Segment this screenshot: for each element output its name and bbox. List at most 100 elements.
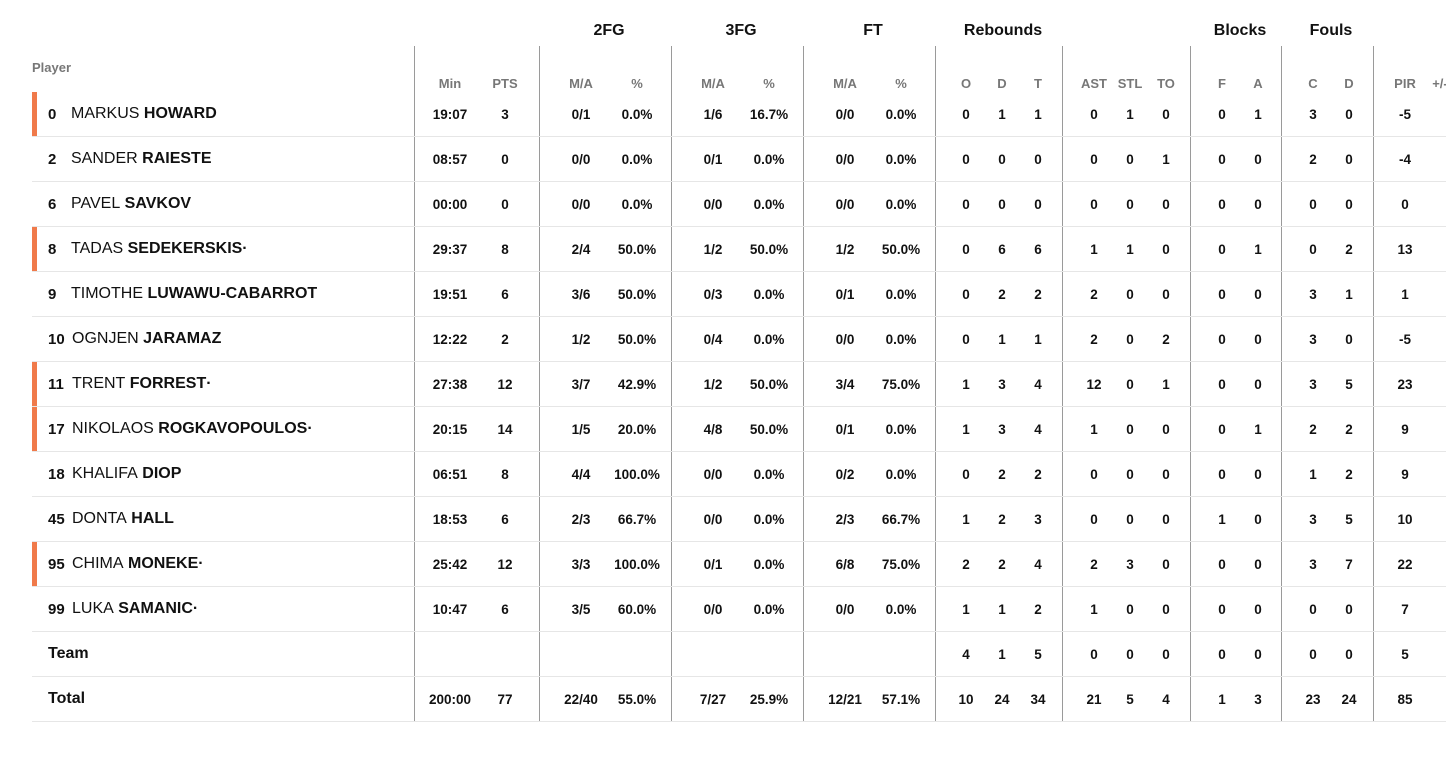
player-name[interactable]: TIMOTHE LUWAWU-CABARROT xyxy=(71,285,317,303)
stat-cell: 100.0% xyxy=(614,466,660,482)
column-header-10[interactable]: T xyxy=(1034,76,1042,91)
player-first-name: TRENT xyxy=(72,375,126,392)
column-divider xyxy=(935,46,936,722)
player-last-name: FORREST· xyxy=(129,375,212,392)
starter-marker xyxy=(32,227,37,271)
stat-cell: 1 xyxy=(1034,331,1042,347)
total-stat-cell: 85 xyxy=(1397,691,1413,707)
stat-cell: 23 xyxy=(1397,376,1413,392)
column-header-14[interactable]: F xyxy=(1218,76,1226,91)
player-name[interactable]: DONTA HALL xyxy=(72,510,174,528)
stat-cell: 0 xyxy=(1218,106,1226,122)
stat-cell: 0.0% xyxy=(885,286,917,302)
stat-cell: 0.0% xyxy=(885,106,917,122)
stat-cell: 0 xyxy=(962,196,970,212)
column-header-16[interactable]: C xyxy=(1308,76,1318,91)
column-header-2[interactable]: M/A xyxy=(569,76,593,91)
column-header-6[interactable]: M/A xyxy=(833,76,857,91)
stat-cell: 08:57 xyxy=(432,151,468,167)
group-header-reb: Rebounds xyxy=(963,22,1043,39)
player-number: 6 xyxy=(48,195,57,213)
total-stat-cell: 23 xyxy=(1305,691,1321,707)
stat-cell: 0 xyxy=(1090,106,1098,122)
player-name[interactable]: TADAS SEDEKERSKIS· xyxy=(71,240,248,258)
stat-cell: 4 xyxy=(1034,376,1042,392)
player-name[interactable]: CHIMA MONEKE· xyxy=(72,555,204,573)
player-last-name: SAVKOV xyxy=(124,195,192,212)
column-header-15[interactable]: A xyxy=(1253,76,1263,91)
column-header-7[interactable]: % xyxy=(895,76,907,91)
column-header-11[interactable]: AST xyxy=(1081,76,1107,91)
stat-cell: 0 xyxy=(501,196,509,212)
column-header-3[interactable]: % xyxy=(631,76,643,91)
column-header-5[interactable]: % xyxy=(763,76,775,91)
stat-cell: 0 xyxy=(1254,151,1262,167)
column-divider xyxy=(803,46,804,722)
stat-cell: 0.0% xyxy=(621,196,653,212)
column-header-13[interactable]: TO xyxy=(1157,76,1175,91)
stat-cell: 1 xyxy=(1345,286,1353,302)
player-number: 45 xyxy=(48,510,65,528)
column-header-4[interactable]: M/A xyxy=(701,76,725,91)
stat-cell: 0 xyxy=(962,151,970,167)
player-last-name: ROGKAVOPOULOS· xyxy=(158,420,313,437)
player-name[interactable]: KHALIFA DIOP xyxy=(72,465,181,483)
stat-cell: 12 xyxy=(497,376,513,392)
stat-cell: 3 xyxy=(1126,556,1134,572)
column-header-9[interactable]: D xyxy=(997,76,1007,91)
stat-cell: 0 xyxy=(1126,331,1134,347)
stat-cell: 0/0 xyxy=(703,601,723,617)
stat-cell: 0 xyxy=(1126,421,1134,437)
stat-cell: 1 xyxy=(1254,421,1262,437)
stat-cell: 0 xyxy=(1254,511,1262,527)
column-header-12[interactable]: STL xyxy=(1117,76,1143,91)
stat-cell: 0/1 xyxy=(703,556,723,572)
stat-cell: 2 xyxy=(998,286,1006,302)
total-stat-cell: 10 xyxy=(958,691,974,707)
starter-marker xyxy=(32,362,37,406)
stat-cell: 0.0% xyxy=(885,196,917,212)
player-last-name: JARAMAZ xyxy=(143,330,222,347)
player-column-header[interactable]: Player xyxy=(32,60,72,75)
stat-cell: 75.0% xyxy=(881,376,921,392)
player-name[interactable]: PAVEL SAVKOV xyxy=(71,195,191,213)
stat-cell: 0/0 xyxy=(703,196,723,212)
player-first-name: NIKOLAOS xyxy=(72,420,154,437)
stat-cell: 1 xyxy=(1090,241,1098,257)
team-label: Team xyxy=(48,645,89,662)
stat-cell: 2 xyxy=(501,331,509,347)
column-header-1[interactable]: PTS xyxy=(492,76,518,91)
column-header-18[interactable]: PIR xyxy=(1394,76,1416,91)
player-name[interactable]: LUKA SAMANIC· xyxy=(72,600,198,618)
stat-cell: -5 xyxy=(1398,331,1411,347)
player-name[interactable]: TRENT FORREST· xyxy=(72,375,212,393)
player-first-name: SANDER xyxy=(71,150,138,167)
stat-cell: 2 xyxy=(1034,601,1042,617)
player-name[interactable]: OGNJEN JARAMAZ xyxy=(72,330,221,348)
stat-cell: 3 xyxy=(1309,511,1317,527)
stat-cell: 2 xyxy=(1090,331,1098,347)
stat-cell: 12 xyxy=(1086,376,1102,392)
total-stat-cell: 3 xyxy=(1254,691,1262,707)
player-number: 10 xyxy=(48,330,65,348)
column-header-19[interactable]: +/- xyxy=(1432,76,1446,91)
stat-cell: 4 xyxy=(1034,421,1042,437)
stat-cell: 0 xyxy=(1162,601,1170,617)
player-last-name: HOWARD xyxy=(143,105,217,122)
player-name[interactable]: SANDER RAIESTE xyxy=(71,150,211,168)
player-number: 9 xyxy=(48,285,57,303)
row-separator xyxy=(32,451,1446,452)
stat-cell: 0 xyxy=(1254,601,1262,617)
column-header-17[interactable]: D xyxy=(1344,76,1354,91)
player-name[interactable]: MARKUS HOWARD xyxy=(71,105,217,123)
row-separator xyxy=(32,586,1446,587)
player-name[interactable]: NIKOLAOS ROGKAVOPOULOS· xyxy=(72,420,313,438)
stat-cell: 2 xyxy=(1162,331,1170,347)
column-header-8[interactable]: O xyxy=(960,76,972,91)
stat-cell: 3 xyxy=(1309,286,1317,302)
column-header-0[interactable]: Min xyxy=(438,76,462,91)
stat-cell: 20.0% xyxy=(617,421,657,437)
column-divider xyxy=(671,46,672,722)
player-number: 99 xyxy=(48,600,65,618)
stat-cell: 0 xyxy=(1254,331,1262,347)
